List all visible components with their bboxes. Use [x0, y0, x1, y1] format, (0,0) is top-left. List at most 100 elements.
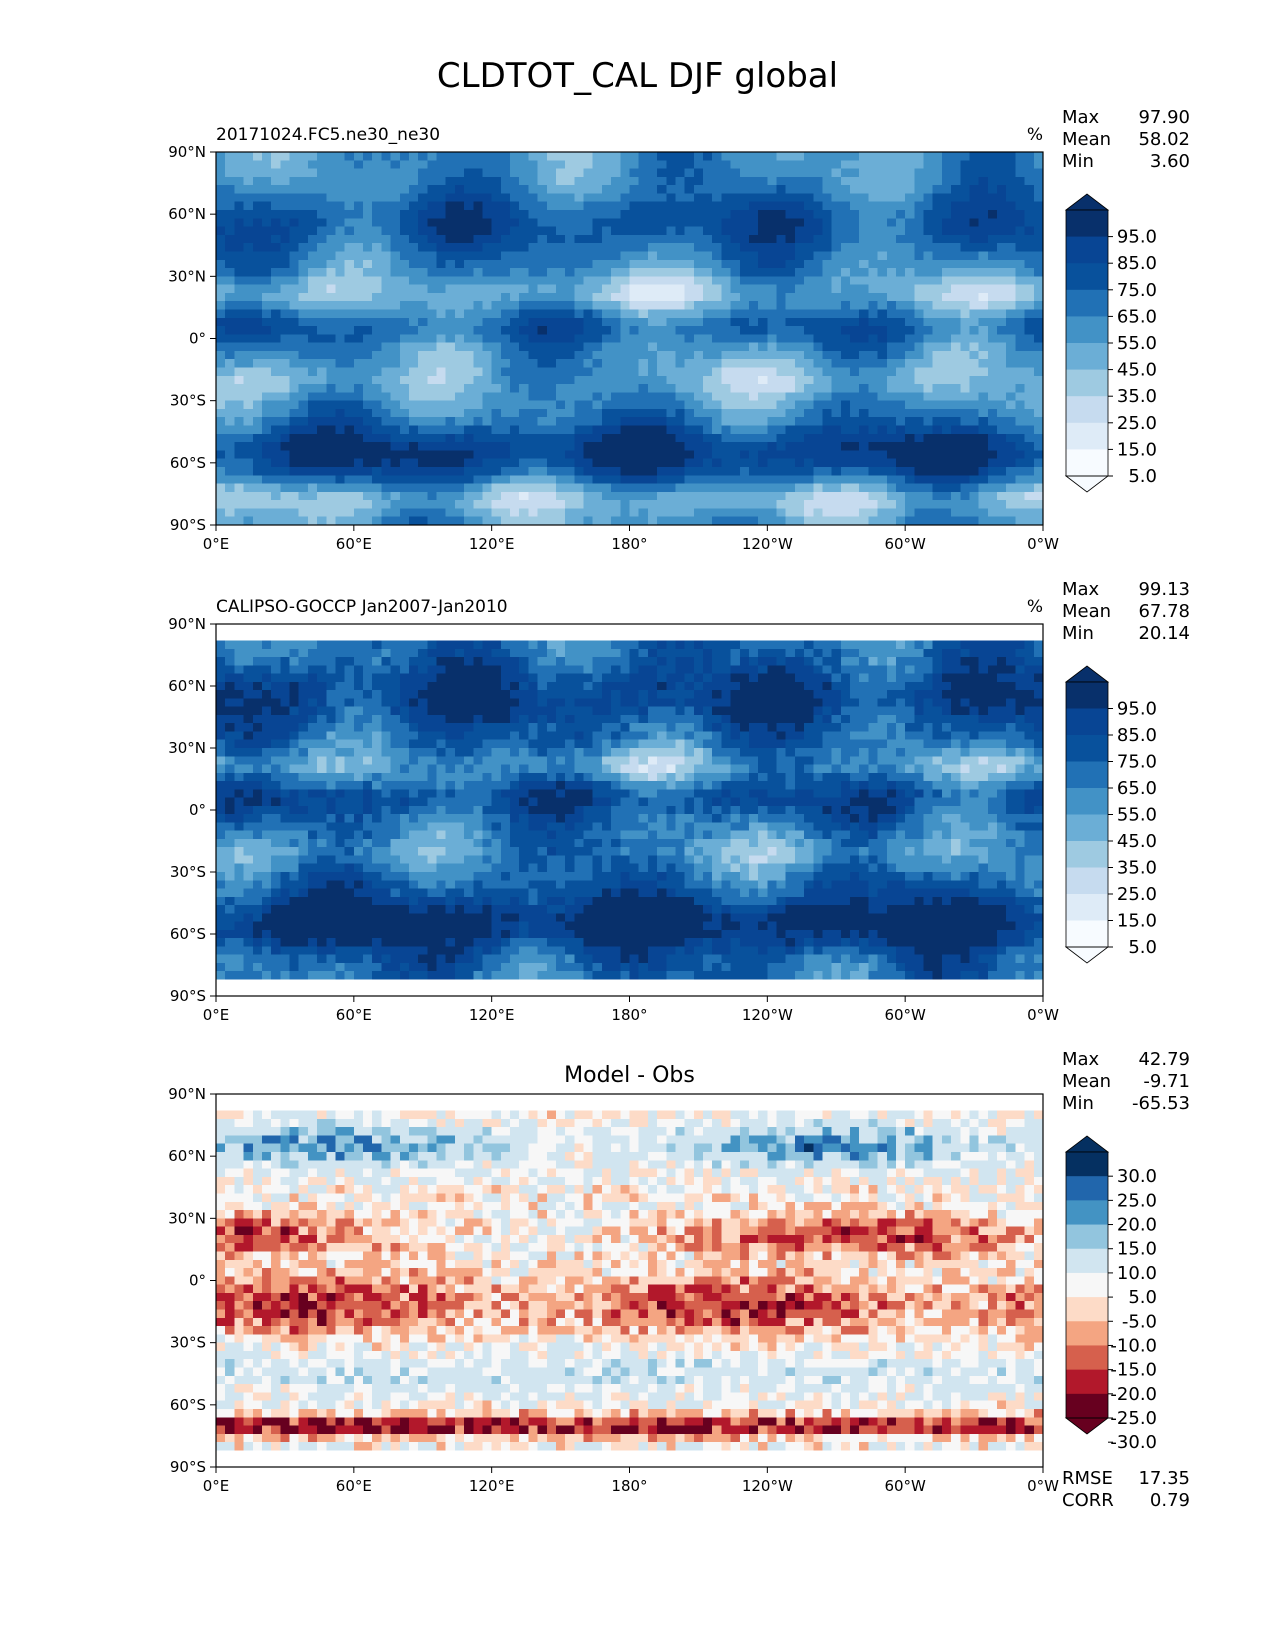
heatmap-cell [987, 392, 998, 402]
heatmap-cell [997, 690, 1007, 699]
heatmap-cell [546, 508, 557, 518]
heatmap-cell [335, 342, 346, 352]
heatmap-cell [886, 309, 897, 319]
heatmap-cell [840, 384, 851, 393]
heatmap-cell [555, 234, 566, 244]
heatmap-cell [252, 375, 263, 385]
heatmap-cell [555, 243, 566, 253]
heatmap-cell [850, 284, 860, 294]
heatmap-cell [473, 466, 484, 476]
heatmap-cell [390, 681, 401, 691]
heatmap-cell [785, 317, 796, 327]
heatmap-cell [932, 218, 943, 228]
heatmap-cell [546, 491, 557, 501]
heatmap-cell [905, 317, 915, 327]
heatmap-cell [886, 210, 897, 219]
heatmap-cell [408, 218, 419, 228]
heatmap-cell [574, 698, 585, 708]
heatmap-cell [298, 301, 309, 311]
heatmap-cell [583, 201, 594, 211]
heatmap-cell [243, 657, 254, 666]
heatmap-cell [234, 201, 245, 211]
heatmap-cell [666, 673, 677, 683]
heatmap-cell [427, 681, 438, 691]
heatmap-cell [932, 317, 943, 327]
heatmap-cell [280, 648, 291, 658]
colorbar-tick-label: 65.0 [1117, 306, 1157, 327]
heatmap-cell [647, 624, 658, 633]
heatmap-cell [730, 665, 741, 675]
heatmap-cell [978, 458, 989, 468]
heatmap-cell [932, 673, 943, 683]
heatmap-cell [978, 425, 989, 435]
heatmap-cell [1033, 326, 1044, 335]
heatmap-cell [482, 400, 493, 410]
heatmap-cell [969, 185, 980, 195]
heatmap-cell [758, 251, 768, 261]
heatmap-cell [537, 218, 548, 228]
heatmap-cell [638, 681, 649, 691]
heatmap-cell [225, 326, 235, 335]
heatmap-cell [703, 384, 713, 393]
heatmap-cell [510, 657, 520, 666]
heatmap-cell [372, 210, 382, 219]
heatmap-cell [776, 367, 787, 377]
heatmap-cell [363, 450, 373, 460]
heatmap-cell [785, 384, 796, 393]
heatmap-cell [537, 442, 548, 451]
heatmap-cell [510, 624, 520, 633]
heatmap-cell [666, 400, 677, 410]
heatmap-cell [785, 400, 796, 410]
heatmap-cell [317, 226, 327, 236]
heatmap-cell [739, 185, 750, 195]
heatmap-cell [372, 326, 382, 335]
heatmap-cell [537, 500, 548, 510]
heatmap-cell [399, 665, 410, 675]
heatmap-cell [234, 268, 245, 277]
heatmap-cell [785, 648, 796, 658]
heatmap-cell [399, 392, 410, 402]
heatmap-cell [739, 251, 750, 261]
heatmap-cell [767, 375, 778, 385]
heatmap-cell [519, 458, 530, 468]
heatmap-cell [335, 632, 346, 642]
heatmap-cell [877, 475, 888, 485]
heatmap-cell [353, 326, 364, 335]
lat-tick-label: 90°S [170, 516, 206, 534]
heatmap-cell [895, 226, 906, 236]
heatmap-cell [510, 243, 520, 253]
heatmap-cell [684, 450, 695, 460]
heatmap-cell [519, 681, 530, 691]
heatmap-cell [895, 301, 906, 311]
heatmap-cell [445, 234, 456, 244]
heatmap-cell [418, 210, 428, 219]
heatmap-cell [730, 408, 741, 418]
heatmap-cell [960, 392, 971, 402]
heatmap-cell [978, 176, 989, 186]
heatmap-cell [785, 218, 796, 228]
heatmap-cell [464, 284, 474, 294]
heatmap-cell [932, 259, 943, 269]
colorbar-segment [1066, 210, 1108, 238]
heatmap-cell [390, 284, 401, 294]
heatmap-cell [877, 433, 888, 443]
heatmap-cell [353, 400, 364, 410]
heatmap-cell [298, 350, 309, 360]
heatmap-cell [629, 342, 640, 352]
heatmap-cell [960, 185, 971, 195]
heatmap-cell [914, 226, 925, 236]
heatmap-cell [767, 243, 778, 253]
heatmap-cell [960, 384, 971, 393]
heatmap-cell [620, 350, 631, 360]
heatmap-cell [583, 665, 594, 675]
heatmap-cell [1024, 400, 1035, 410]
heatmap-cell [317, 201, 327, 211]
heatmap-cell [730, 234, 741, 244]
heatmap-cell [317, 251, 327, 261]
heatmap-cell [684, 408, 695, 418]
heatmap-cell [684, 342, 695, 352]
heatmap-cell [234, 425, 245, 435]
heatmap-cell [546, 500, 557, 510]
heatmap-cell [473, 392, 484, 402]
heatmap-cell [794, 185, 805, 195]
